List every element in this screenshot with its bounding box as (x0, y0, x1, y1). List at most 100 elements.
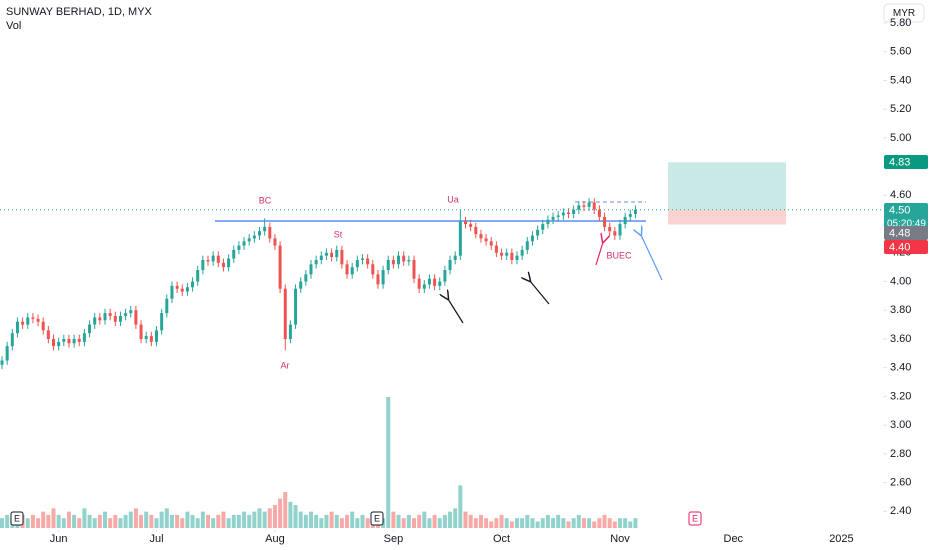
candle-body (402, 255, 406, 262)
volume-bar (355, 518, 360, 528)
volume-bar (581, 518, 586, 528)
candle-body (242, 241, 246, 246)
volume-bar (61, 518, 66, 528)
candle-body (489, 241, 493, 246)
candle-body (597, 209, 601, 217)
candle-body (46, 330, 50, 339)
candle-body (206, 259, 210, 262)
annotation: St (334, 229, 343, 239)
y-tick-label: 5.40 (890, 74, 911, 86)
candle-body (484, 238, 488, 242)
candle-body (221, 262, 225, 268)
candle-body (386, 259, 390, 271)
event-box (370, 511, 384, 526)
volume-bar (437, 518, 442, 528)
volume-bar (267, 508, 272, 528)
candle-body (129, 310, 133, 314)
volume-bar (195, 518, 200, 528)
candle-body (376, 274, 380, 285)
chart-title: SUNWAY BERHAD, 1D, MYX (6, 6, 153, 18)
candle-body (366, 258, 370, 265)
candle-body (252, 235, 256, 239)
volume-bar (30, 514, 35, 528)
candle-body (113, 315, 117, 322)
x-tick-label: Oct (493, 533, 510, 545)
candle-body (556, 215, 560, 217)
event-box (688, 511, 702, 526)
candle-body (108, 313, 112, 316)
volume-bar (164, 508, 169, 528)
volume-bar (396, 514, 401, 528)
candle-body (134, 310, 138, 325)
y-tick-label: 4.00 (890, 275, 911, 287)
candle-body (273, 238, 277, 246)
currency[interactable]: MYR (893, 8, 915, 19)
annotation: Ar (281, 360, 290, 370)
volume-bar (303, 514, 308, 528)
candle-body (185, 287, 189, 292)
candle-body (453, 255, 457, 260)
currency-box[interactable] (883, 3, 925, 23)
volume-bar (36, 518, 41, 528)
price-label-box (884, 226, 928, 240)
candle-body (41, 321, 45, 331)
drawings-layer: SUNWAY BERHAD, 1D, MYX Vol MYR 2.40 2.60 2… (6, 3, 928, 545)
volume-bar (334, 514, 339, 528)
volume-bar (432, 514, 437, 528)
candle-body (191, 281, 195, 288)
volume-bar (504, 518, 509, 528)
candle-body (216, 255, 220, 263)
volume-bar (566, 521, 571, 528)
candle-body (469, 224, 473, 227)
volume-bar (231, 514, 236, 528)
candle-body (613, 231, 617, 236)
volume-bar (417, 514, 422, 528)
volume-bar (77, 518, 82, 528)
volume-bar (103, 511, 108, 528)
arrow (641, 235, 663, 281)
volume-bar (180, 518, 185, 528)
candle-body (232, 249, 236, 259)
x-tick-label: 2025 (829, 533, 853, 545)
candle-body (633, 209, 637, 215)
volume-bar (278, 498, 283, 528)
candle-body (57, 341, 61, 347)
candle-body (510, 252, 514, 260)
candle-body (520, 249, 524, 256)
volume-bar (350, 511, 355, 528)
event-label: E (374, 513, 380, 523)
candle-body (196, 270, 200, 282)
candle-body (160, 313, 164, 331)
candle-body (294, 288, 298, 325)
candle-body (304, 274, 308, 282)
candle-body (82, 333, 86, 342)
marks-layer (0, 22, 887, 532)
candle-body (474, 226, 478, 235)
price-label: 4.48 (889, 227, 910, 239)
countdown: 05:20:49 (887, 219, 926, 230)
volume-bar (489, 521, 494, 528)
volume-bar (257, 508, 262, 528)
candle-body (118, 315, 122, 322)
arrow (448, 299, 464, 324)
candle-body (67, 338, 71, 344)
volume-bar (597, 518, 602, 528)
volume-bar (169, 514, 174, 528)
candle-body (5, 346, 9, 361)
candle-body (448, 259, 452, 271)
candle-body (530, 235, 534, 242)
candle-body (628, 214, 632, 217)
stop-zone (668, 209, 786, 225)
price-label: 4.83 (889, 156, 910, 168)
y-tick-label: 5.00 (890, 132, 911, 144)
candle-body (139, 324, 143, 339)
volume-bar (149, 514, 154, 528)
candle-body (335, 249, 339, 258)
candle-body (77, 338, 81, 342)
candle-body (93, 317, 97, 325)
y-tick-label: 3.60 (890, 333, 911, 345)
candle-body (407, 259, 411, 262)
volume-bar (283, 491, 288, 528)
candle-body (355, 259, 359, 268)
candle-body (546, 219, 550, 225)
